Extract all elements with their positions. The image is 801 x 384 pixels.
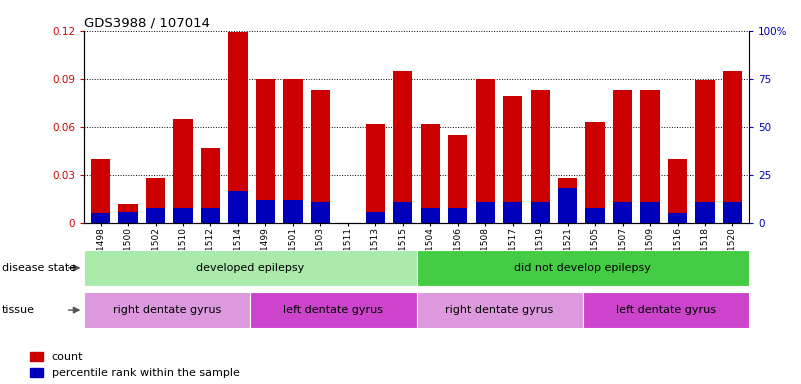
Bar (583, 292, 749, 328)
Bar (84, 250, 417, 286)
Bar (641, 90, 660, 223)
Bar (503, 202, 522, 223)
Bar (84, 292, 250, 328)
Bar (448, 135, 467, 223)
Bar (119, 204, 138, 223)
Text: right dentate gyrus: right dentate gyrus (113, 305, 221, 315)
Bar (476, 79, 495, 223)
Bar (228, 191, 248, 223)
Bar (393, 202, 413, 223)
Bar (695, 202, 714, 223)
Bar (613, 202, 632, 223)
Bar (366, 212, 385, 223)
Bar (417, 292, 583, 328)
Bar (476, 202, 495, 223)
Bar (201, 208, 220, 223)
Text: left dentate gyrus: left dentate gyrus (616, 305, 716, 315)
Bar (641, 202, 660, 223)
Bar (146, 208, 165, 223)
Bar (530, 90, 549, 223)
Bar (119, 212, 138, 223)
Bar (311, 202, 330, 223)
Text: disease state: disease state (2, 263, 76, 273)
Bar (284, 79, 303, 223)
Bar (284, 200, 303, 223)
Text: developed epilepsy: developed epilepsy (196, 263, 304, 273)
Text: did not develop epilepsy: did not develop epilepsy (514, 263, 651, 273)
Bar (91, 159, 111, 223)
Bar (311, 90, 330, 223)
Bar (723, 202, 742, 223)
Bar (613, 90, 632, 223)
Bar (558, 187, 578, 223)
Bar (393, 71, 413, 223)
Bar (366, 124, 385, 223)
Bar (421, 124, 440, 223)
Bar (256, 79, 275, 223)
Bar (558, 178, 578, 223)
Bar (723, 71, 742, 223)
Bar (91, 213, 111, 223)
Bar (173, 208, 192, 223)
Text: right dentate gyrus: right dentate gyrus (445, 305, 553, 315)
Bar (448, 208, 467, 223)
Bar (586, 208, 605, 223)
Text: tissue: tissue (2, 305, 34, 315)
Bar (586, 122, 605, 223)
Bar (173, 119, 192, 223)
Bar (668, 159, 687, 223)
Bar (250, 292, 417, 328)
Bar (530, 202, 549, 223)
Bar (695, 80, 714, 223)
Text: GDS3988 / 107014: GDS3988 / 107014 (84, 17, 210, 30)
Bar (228, 32, 248, 223)
Bar (668, 213, 687, 223)
Bar (503, 96, 522, 223)
Bar (417, 250, 749, 286)
Bar (256, 200, 275, 223)
Text: left dentate gyrus: left dentate gyrus (284, 305, 384, 315)
Bar (201, 147, 220, 223)
Bar (421, 208, 440, 223)
Legend: count, percentile rank within the sample: count, percentile rank within the sample (30, 352, 239, 379)
Bar (146, 178, 165, 223)
